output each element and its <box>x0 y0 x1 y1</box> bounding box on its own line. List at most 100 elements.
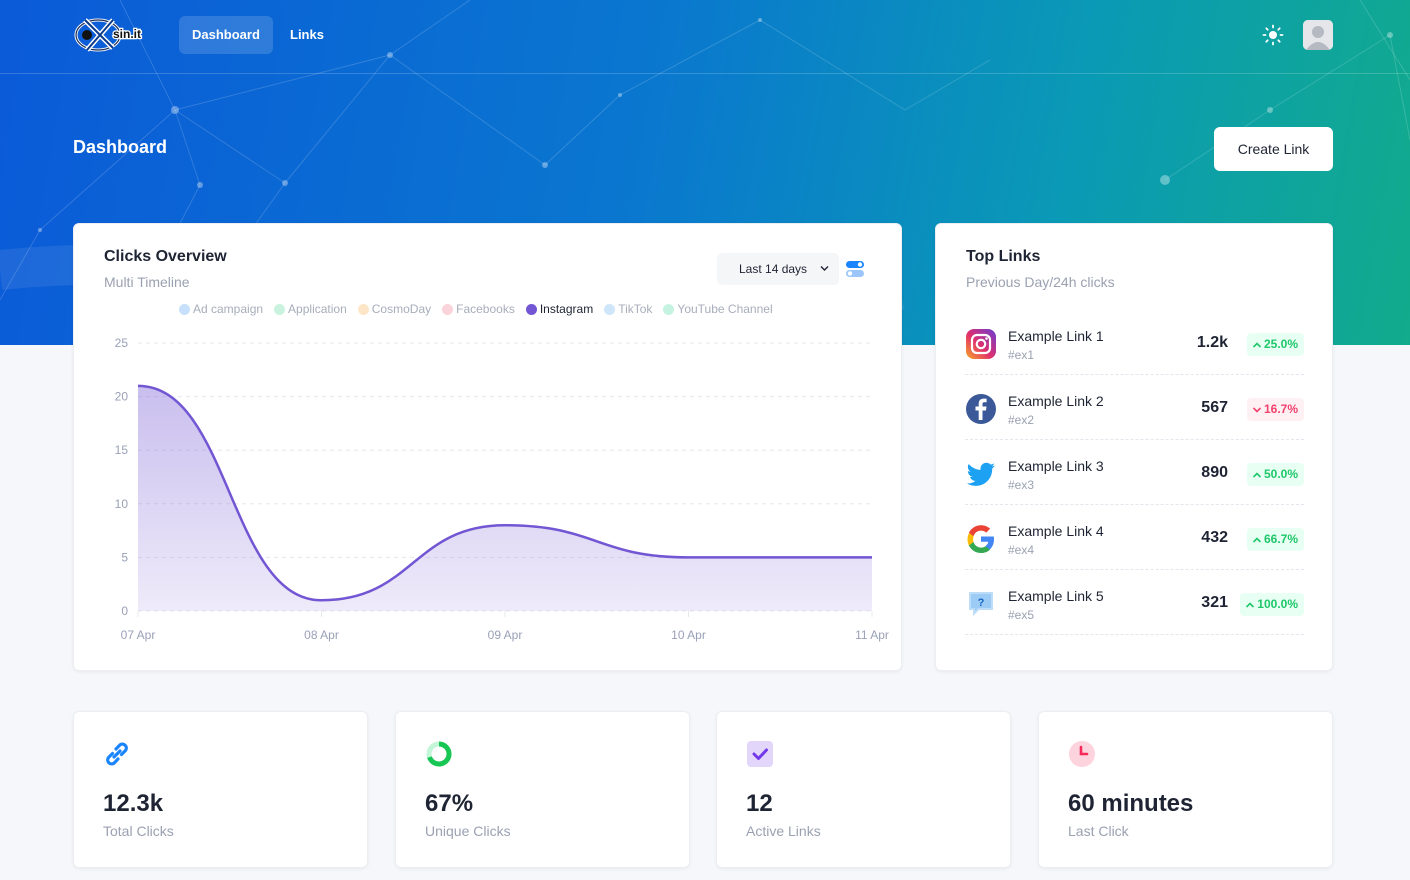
top-links-title: Top Links <box>966 248 1041 265</box>
user-silhouette-icon <box>1303 20 1333 50</box>
legend-label: YouTube Channel <box>677 302 773 316</box>
top-link-row[interactable]: Example Link 3 #ex3 890 50.0% <box>965 440 1304 505</box>
change-value: 66.7% <box>1263 532 1298 546</box>
top-link-count: 321 <box>1201 594 1228 611</box>
top-link-tag: #ex2 <box>1008 413 1035 427</box>
top-link-name[interactable]: Example Link 1 <box>1008 328 1104 344</box>
legend-item[interactable]: YouTube Channel <box>663 302 773 316</box>
facebook-icon <box>966 394 996 424</box>
y-tick-label: 10 <box>115 497 129 511</box>
top-link-name[interactable]: Example Link 5 <box>1008 588 1104 604</box>
top-link-count: 890 <box>1201 464 1228 481</box>
date-range-value: Last 14 days <box>739 262 808 276</box>
brand-logo[interactable]: sin.it <box>73 14 147 54</box>
change-value: 100.0% <box>1257 597 1298 611</box>
top-link-row[interactable]: ? Example Link 5 #ex5 321 100.0% <box>965 570 1304 635</box>
legend-dot-icon <box>663 303 675 315</box>
legend-item[interactable]: Facebooks <box>442 302 515 316</box>
legend-label: TikTok <box>618 302 653 316</box>
link-icon <box>106 742 128 766</box>
top-link-name[interactable]: Example Link 3 <box>1008 458 1104 474</box>
arrow-up-icon <box>1246 601 1255 608</box>
legend-item[interactable]: Ad campaign <box>179 302 263 316</box>
user-avatar[interactable] <box>1303 20 1333 50</box>
top-link-count: 567 <box>1201 399 1228 416</box>
chevron-down-icon <box>820 266 829 271</box>
legend-label: Facebooks <box>456 302 515 316</box>
top-link-count: 1.2k <box>1196 334 1228 351</box>
change-badge: 66.7% <box>1246 528 1304 551</box>
top-link-row[interactable]: Example Link 4 #ex4 432 66.7% <box>965 505 1304 570</box>
legend-label: CosmoDay <box>371 302 432 316</box>
legend-dot-icon <box>604 303 616 315</box>
stat-card-unique-clicks: 67% Unique Clicks <box>395 711 690 868</box>
top-link-tag: #ex4 <box>1008 543 1035 557</box>
x-tick-label: 11 Apr <box>855 628 889 642</box>
stat-label: Total Clicks <box>103 823 174 839</box>
stat-value: 12 <box>746 790 773 817</box>
legend-label: Instagram <box>539 302 594 316</box>
top-link-name[interactable]: Example Link 2 <box>1008 393 1104 409</box>
series-line[interactable] <box>137 384 872 602</box>
date-range-select[interactable]: Last 14 days <box>717 253 839 285</box>
stat-value: 67% <box>425 790 474 817</box>
y-tick-label: 0 <box>121 604 128 618</box>
twitter-icon <box>966 462 995 486</box>
x-tick-label: 08 Apr <box>304 628 339 642</box>
y-tick-label: 25 <box>115 336 129 350</box>
series-area <box>138 385 872 611</box>
top-navigation-bar: sin.it Dashboard Links <box>0 0 1410 74</box>
stat-label: Unique Clicks <box>425 823 511 839</box>
instagram-icon <box>966 329 996 359</box>
legend-item[interactable]: CosmoDay <box>357 302 432 316</box>
y-tick-label: 20 <box>115 390 129 404</box>
legend-dot-icon <box>442 303 454 315</box>
svg-text:?: ? <box>978 597 985 609</box>
top-link-tag: #ex5 <box>1008 608 1035 622</box>
top-link-name[interactable]: Example Link 4 <box>1008 523 1104 539</box>
stat-card-last-click: 60 minutes Last Click <box>1038 711 1333 868</box>
stat-value: 60 minutes <box>1068 790 1194 817</box>
top-link-tag: #ex3 <box>1008 478 1035 492</box>
x-tick-label: 10 Apr <box>671 628 706 642</box>
svg-text:sin.it: sin.it <box>113 27 141 41</box>
sun-icon[interactable] <box>1262 24 1284 46</box>
create-link-button[interactable]: Create Link <box>1214 127 1333 171</box>
top-link-row[interactable]: Example Link 2 #ex2 567 16.7% <box>965 375 1304 440</box>
clicks-overview-subtitle: Multi Timeline <box>104 274 190 290</box>
change-badge: 25.0% <box>1246 333 1304 356</box>
arrow-down-icon <box>1252 406 1262 413</box>
change-value: 16.7% <box>1263 402 1298 416</box>
top-link-tag: #ex1 <box>1008 348 1035 362</box>
legend-item[interactable]: Instagram <box>525 302 594 316</box>
arrow-up-icon <box>1252 536 1262 543</box>
toggle-icon[interactable] <box>845 259 865 279</box>
google-icon <box>967 525 994 553</box>
nav-dashboard-tab[interactable]: Dashboard <box>179 16 273 54</box>
y-tick-label: 5 <box>121 550 128 564</box>
top-link-row[interactable]: Example Link 1 #ex1 1.2k 25.0% <box>965 310 1304 375</box>
legend-item[interactable]: Application <box>274 302 347 316</box>
top-link-count: 432 <box>1201 529 1228 546</box>
legend-dot-icon <box>274 303 286 315</box>
stat-card-total-clicks: 12.3k Total Clicks <box>73 711 368 868</box>
clicks-area-chart: 0 5 10 15 20 25 07 Apr 08 Apr 09 Apr 10 Apr 11 Apr <box>115 336 889 642</box>
stat-card-active-links: 12 Active Links <box>716 711 1011 868</box>
change-badge: 16.7% <box>1246 398 1304 421</box>
legend-label: Application <box>288 302 347 316</box>
chart-legend: Ad campaign Application CosmoDay Facebooks I… <box>179 302 799 316</box>
arrow-up-icon <box>1252 471 1262 478</box>
legend-dot-icon <box>357 303 369 315</box>
change-badge: 100.0% <box>1240 593 1304 616</box>
legend-dot-icon <box>179 303 190 315</box>
legend-item[interactable]: TikTok <box>604 302 652 316</box>
clock-icon <box>1069 741 1095 767</box>
nav-links-tab[interactable]: Links <box>290 27 324 42</box>
x-tick-label: 09 Apr <box>488 628 523 642</box>
top-links-card: Top Links Previous Day/24h clicks Exampl… <box>935 223 1333 671</box>
clicks-overview-card: Clicks Overview Multi Timeline Last 14 d… <box>73 223 902 671</box>
legend-label: Ad campaign <box>193 302 264 316</box>
question-chat-icon: ? <box>969 592 993 616</box>
top-links-subtitle: Previous Day/24h clicks <box>966 274 1115 290</box>
page-title: Dashboard <box>73 137 168 157</box>
